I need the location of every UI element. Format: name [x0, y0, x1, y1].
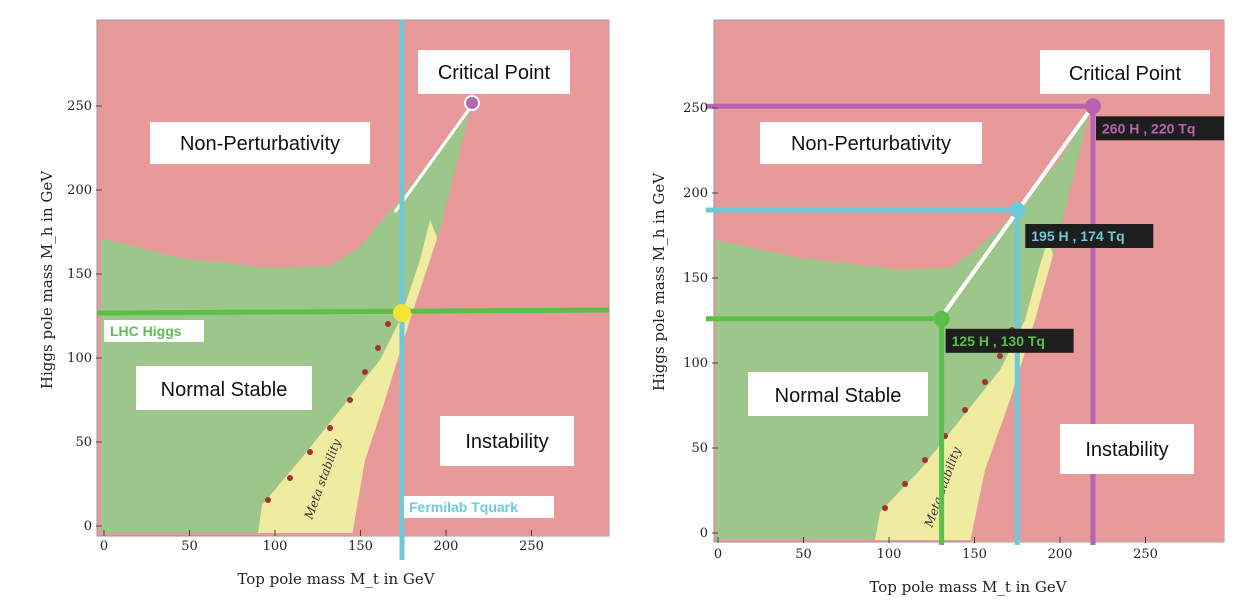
- right-normal-stable-box: [748, 372, 928, 416]
- right-y-tick-label: 150: [683, 271, 708, 286]
- left-x-tick-label: 0: [100, 539, 108, 554]
- left-y-tick-label: 50: [75, 435, 92, 450]
- left-y-tick-label: 100: [67, 351, 92, 366]
- right-critical-point-label: Critical Point: [1069, 63, 1182, 85]
- right-non-perturbativity-label: Non-Perturbativity: [791, 133, 951, 155]
- left-x-tick-label: 100: [263, 539, 288, 554]
- right-y-tick-label: 0: [700, 526, 708, 541]
- right-y-tick-label: 50: [691, 441, 708, 456]
- left-lhc-higgs-tag-box: [104, 320, 204, 342]
- right-y-tick-label: 100: [683, 356, 708, 371]
- right-y-tick-label: 200: [683, 186, 708, 201]
- right-point-label-box: [1025, 224, 1154, 248]
- right-region-instability-area: [970, 20, 1224, 542]
- right-x-tick-label: 200: [1048, 547, 1073, 562]
- right-x-axis-label: Top pole mass M_t in GeV: [869, 578, 1067, 596]
- left-y-tick-label: 250: [67, 99, 92, 114]
- left-chart-panel: Meta stability Critical Point Non-Pertur…: [38, 19, 610, 588]
- right-normal-stable-label: Normal Stable: [775, 385, 902, 407]
- left-instability-box: [440, 416, 574, 466]
- right-point-label-box: [1096, 116, 1224, 141]
- right-point-label: 125 H , 130 Tq: [952, 333, 1045, 349]
- left-instability-label: Instability: [465, 431, 548, 453]
- right-point-marker: [933, 310, 950, 327]
- right-x-tick-label: 150: [962, 547, 987, 562]
- left-white-boundary: [393, 107, 472, 213]
- right-instability-box: [1060, 424, 1194, 474]
- left-critical-point-box: [418, 50, 570, 94]
- right-point-marker: [1009, 202, 1026, 218]
- left-non-perturbativity-box: [150, 122, 370, 164]
- left-x-axis-label: Top pole mass M_t in GeV: [237, 570, 435, 588]
- left-fermilab-tag: Fermilab Tquark: [409, 499, 518, 515]
- right-x-axis-ticks: 0 50 100 150 200 250: [714, 537, 1158, 562]
- left-x-axis-ticks: 0 50 100 150 200 250: [100, 530, 544, 554]
- right-x-tick-label: 100: [877, 547, 902, 562]
- right-point-label-box: [945, 328, 1074, 353]
- right-y-axis-label: Higgs pole mass M_h in GeV: [650, 172, 668, 391]
- left-x-tick-label: 250: [519, 539, 544, 554]
- left-lhc-higgs-tag: LHC Higgs: [110, 323, 182, 339]
- right-point-label: 260 H , 220 Tq: [1102, 120, 1195, 136]
- left-x-tick-label: 200: [434, 539, 459, 554]
- right-x-tick-label: 50: [795, 547, 812, 562]
- left-y-tick-label: 150: [67, 267, 92, 282]
- right-y-tick-label: 250: [683, 101, 708, 116]
- left-non-perturbativity-label: Non-Perturbativity: [180, 133, 340, 155]
- right-point-label: 195 H , 174 Tq: [1031, 228, 1124, 244]
- left-stability-dots: [265, 321, 391, 503]
- left-lhc-higgs-line: [96, 307, 610, 316]
- right-x-tick-label: 0: [714, 547, 722, 562]
- left-intersection-marker: [393, 304, 411, 322]
- left-region-instability-area: [352, 20, 609, 536]
- right-non-perturbativity-box: [760, 122, 982, 164]
- left-y-axis-label: Higgs pole mass M_h in GeV: [38, 170, 56, 389]
- left-y-tick-label: 200: [67, 183, 92, 198]
- left-x-tick-label: 150: [348, 539, 373, 554]
- left-normal-stable-box: [136, 366, 312, 410]
- left-y-tick-label: 0: [84, 519, 92, 534]
- right-instability-label: Instability: [1085, 439, 1168, 461]
- left-y-axis-ticks: 0 50 100 150 200 250: [67, 99, 102, 534]
- left-critical-point-label: Critical Point: [438, 62, 551, 84]
- left-x-tick-label: 50: [181, 539, 198, 554]
- left-fermilab-tag-box: [404, 496, 554, 518]
- left-normal-stable-label: Normal Stable: [161, 379, 288, 401]
- left-critical-point-marker: [464, 95, 480, 111]
- right-critical-point-box: [1040, 50, 1210, 94]
- right-y-axis-ticks: 0 50 100 150 200 250: [683, 101, 718, 541]
- right-point-marker: [1084, 98, 1101, 115]
- right-x-tick-label: 250: [1133, 547, 1158, 562]
